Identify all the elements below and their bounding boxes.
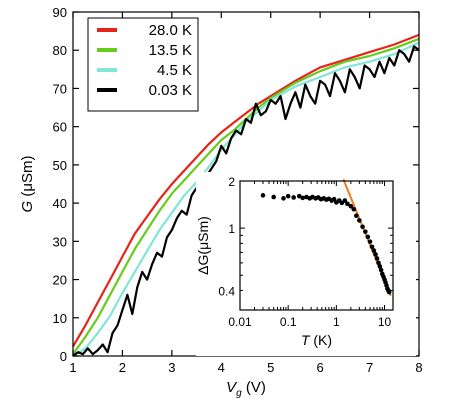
inset-data-point [367, 239, 373, 244]
inset-x-axis-label-symbol: T [301, 332, 311, 348]
x-tick-label: 1 [69, 360, 76, 375]
x-tick-label: 8 [415, 360, 422, 375]
y-tick-label: 30 [53, 234, 67, 249]
inset-y-axis-label-unit: (μSm) [195, 216, 211, 254]
series-line-0 [72, 33, 420, 347]
y-axis-label: G (μSm) [19, 156, 36, 213]
inset-data-point [369, 244, 375, 250]
inset-x-tick-label: 0.01 [228, 315, 252, 329]
x-axis-label-unit: (V) [242, 379, 266, 396]
inset-data-point [271, 194, 276, 200]
y-tick-label: 80 [53, 43, 67, 58]
inset-data-point [342, 198, 348, 203]
inset-data-point [345, 201, 350, 207]
y-tick-label: 60 [53, 120, 67, 135]
inset-data-point [363, 229, 368, 234]
inset-frame [239, 180, 394, 311]
legend-label-0: 28.0 K [149, 22, 192, 39]
inset-x-tick-label: 1 [333, 315, 340, 329]
inset-data-point [291, 195, 296, 200]
inset-x-axis-label-unit: (K) [310, 332, 333, 348]
inset-data-point [348, 203, 354, 209]
inset-data-point [360, 224, 365, 230]
inset-data-point [373, 252, 378, 257]
x-tick-label: 4 [218, 360, 225, 375]
y-tick-label: 20 [53, 273, 67, 288]
series-line-2 [72, 41, 420, 357]
series-line-3 [72, 45, 420, 357]
inset-y-tick-label: 2 [228, 175, 235, 189]
y-tick-label: 10 [53, 311, 67, 326]
y-tick-label: 50 [53, 158, 67, 173]
inset-data-point [281, 196, 286, 201]
x-tick-label: 6 [317, 360, 324, 375]
legend-label-2: 4.5 K [157, 62, 192, 79]
inset-data-point [386, 289, 392, 295]
y-tick-label: 90 [53, 5, 67, 20]
x-axis-label-subscript: g [236, 388, 242, 399]
inset-data-point [365, 234, 371, 240]
inset-data-point [377, 264, 383, 269]
x-tick-label: 3 [168, 360, 175, 375]
inset-y-tick-label: 1 [228, 222, 235, 236]
inset-data-point [260, 193, 266, 198]
series-line-1 [72, 37, 420, 355]
legend-label-3: 0.03 K [149, 82, 192, 99]
inset-plot: 0.01 0.1 1 10 0.4 1 2 T (K) ΔG(μSm) [195, 172, 416, 356]
inset-x-axis-label: T (K) [301, 332, 332, 348]
x-axis-label-symbol: V [226, 379, 238, 396]
y-tick-label: 0 [60, 349, 67, 364]
inset-y-axis-label: ΔG(μSm) [195, 216, 211, 275]
inset-x-tick-label: 10 [378, 315, 392, 329]
y-axis-label-unit: (μSm) [19, 156, 36, 201]
inset-data-point [296, 193, 302, 199]
inset-data-point [351, 206, 357, 212]
legend: 28.0 K 13.5 K 4.5 K 0.03 K [87, 17, 199, 112]
legend-box [87, 17, 199, 112]
y-tick-label: 70 [53, 81, 67, 96]
x-axis-label: Vg (V) [226, 379, 266, 399]
inset-x-tick-label: 0.1 [280, 315, 297, 329]
inset-data-point [374, 256, 380, 261]
y-axis-label-symbol: G [19, 200, 36, 212]
x-tick-label: 5 [267, 360, 274, 375]
x-tick-label: 2 [119, 360, 126, 375]
inset-data-point [378, 267, 384, 273]
legend-label-1: 13.5 K [149, 42, 192, 59]
inset-data-point [371, 248, 377, 253]
x-tick-label: 7 [366, 360, 373, 375]
inset-data-point [376, 260, 381, 266]
inset-data-point [357, 218, 362, 223]
inset-data-point [285, 193, 291, 199]
inset-data-point [300, 195, 305, 201]
inset-data-point [354, 213, 359, 219]
inset-y-tick-label: 0.4 [218, 284, 235, 298]
y-tick-label: 40 [53, 196, 67, 211]
inset-y-axis-label-symbol: ΔG [195, 255, 211, 275]
